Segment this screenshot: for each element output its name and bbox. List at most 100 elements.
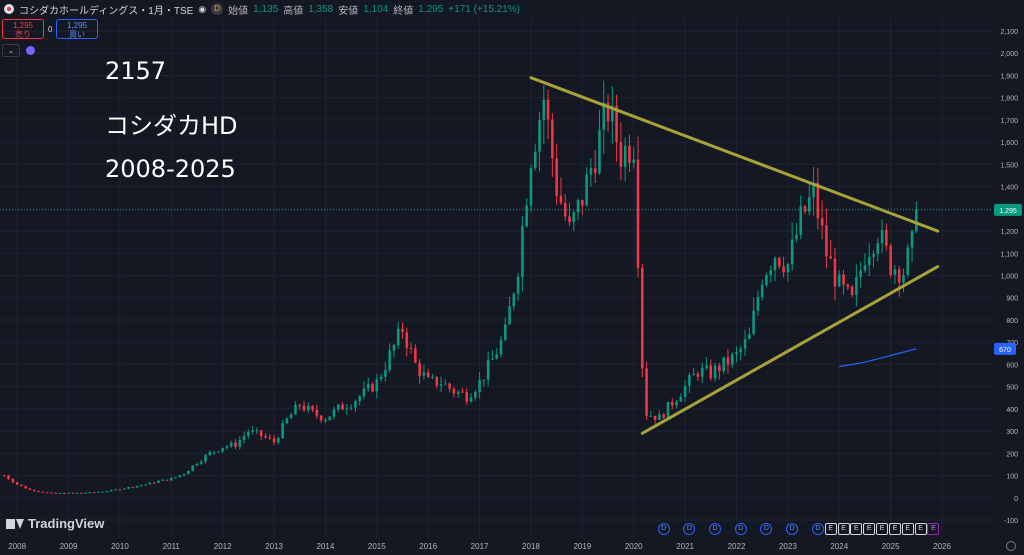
candle-up xyxy=(910,231,914,248)
candle-down xyxy=(897,269,901,283)
candle-up xyxy=(285,418,289,424)
candle-up xyxy=(739,348,743,353)
earnings-marker[interactable]: E xyxy=(850,523,863,535)
candle-down xyxy=(833,258,837,287)
dividend-marker[interactable]: D xyxy=(683,523,696,535)
candle-up xyxy=(491,358,494,360)
candle-down xyxy=(465,392,469,402)
candle-down xyxy=(418,362,421,376)
candle-down xyxy=(803,206,807,212)
candle-down xyxy=(568,216,571,223)
candles-group xyxy=(2,80,918,495)
candle-up xyxy=(332,409,336,417)
candle-down xyxy=(816,182,820,219)
candle-down xyxy=(645,368,648,416)
candle-up xyxy=(379,376,383,380)
candle-down xyxy=(2,475,6,477)
x-tick-label: 2024 xyxy=(830,542,848,551)
earnings-marker[interactable]: E xyxy=(824,523,837,535)
symbol-logo-icon xyxy=(4,4,14,14)
chart-settings-icon[interactable] xyxy=(1006,541,1016,551)
earnings-marker[interactable]: E xyxy=(927,523,940,535)
y-tick-label: 2,000 xyxy=(1000,51,1018,58)
candle-down xyxy=(778,257,781,267)
earnings-marker[interactable]: E xyxy=(914,523,927,535)
candle-up xyxy=(255,430,259,432)
dividend-marker[interactable]: D xyxy=(811,523,824,535)
candle-down xyxy=(563,202,567,217)
trade-panel: 1,295 売り 0 1,295 買い xyxy=(2,19,98,39)
candle-up xyxy=(191,465,194,471)
high-value: 1,358 xyxy=(308,3,334,15)
candle-up xyxy=(735,352,738,355)
candle-up xyxy=(221,447,224,452)
candle-up xyxy=(611,105,614,122)
earnings-marker[interactable]: E xyxy=(901,523,914,535)
earnings-marker[interactable]: E xyxy=(888,523,901,535)
candle-down xyxy=(606,102,610,122)
candle-up xyxy=(67,492,70,494)
candle-down xyxy=(718,365,721,372)
dividend-marker[interactable]: D xyxy=(734,523,747,535)
candle-up xyxy=(422,372,426,376)
dividend-marker[interactable]: D xyxy=(709,523,722,535)
candle-down xyxy=(118,489,122,491)
candle-up xyxy=(140,485,143,487)
candle-down xyxy=(709,365,713,379)
buy-button[interactable]: 1,295 買い xyxy=(56,19,98,39)
collapse-icon[interactable]: ⌄ xyxy=(2,44,20,57)
candle-up xyxy=(688,375,691,386)
candle-up xyxy=(277,438,280,443)
candle-up xyxy=(499,339,503,355)
symbol-title[interactable]: コシダカホールディングス・1月・TSE xyxy=(19,5,194,17)
candle-up xyxy=(760,284,764,297)
earnings-marker[interactable]: E xyxy=(837,523,850,535)
candle-up xyxy=(307,406,310,411)
x-tick-label: 2018 xyxy=(522,542,540,551)
x-tick-label: 2011 xyxy=(163,542,181,551)
candle-up xyxy=(169,478,173,481)
data-source-badge[interactable]: D xyxy=(211,3,224,15)
candle-down xyxy=(268,437,272,439)
candle-up xyxy=(880,229,884,244)
candle-up xyxy=(863,265,867,271)
dividend-marker[interactable]: D xyxy=(657,523,670,535)
y-tick-label: -100 xyxy=(1004,518,1018,525)
candle-up xyxy=(324,420,327,422)
candle-up xyxy=(97,491,100,493)
indicator-settings-icon[interactable] xyxy=(26,46,35,55)
candle-down xyxy=(850,286,854,296)
candle-up xyxy=(692,373,695,376)
dividend-marker[interactable]: D xyxy=(786,523,799,535)
tradingview-logo-icon xyxy=(6,518,24,529)
dividend-marker[interactable]: D xyxy=(760,523,773,535)
sell-button[interactable]: 1,295 売り xyxy=(2,19,44,39)
candle-up xyxy=(752,310,755,335)
earnings-marker[interactable]: E xyxy=(863,523,876,535)
candle-up xyxy=(366,383,370,389)
candle-up xyxy=(790,239,794,265)
candle-down xyxy=(71,492,75,494)
candle-up xyxy=(915,209,918,232)
earnings-marker[interactable]: E xyxy=(876,523,889,535)
x-tick-label: 2014 xyxy=(317,542,335,551)
candle-down xyxy=(20,484,23,487)
candle-up xyxy=(444,383,447,385)
candle-down xyxy=(50,492,53,494)
candle-up xyxy=(187,470,190,475)
x-tick-label: 2010 xyxy=(111,542,129,551)
candle-down xyxy=(234,442,237,447)
candle-up xyxy=(281,423,284,439)
tradingview-logo[interactable]: TradingView xyxy=(6,516,104,531)
candle-up xyxy=(538,120,541,152)
candle-down xyxy=(32,489,36,492)
candle-up xyxy=(157,480,160,483)
candle-up xyxy=(799,206,803,235)
candle-down xyxy=(885,229,888,246)
candle-up xyxy=(512,293,516,307)
eye-icon[interactable]: ◉ xyxy=(198,3,207,14)
y-tick-label: 400 xyxy=(1006,407,1018,414)
candle-up xyxy=(289,414,293,419)
y-tick-label: 1,400 xyxy=(1000,185,1018,192)
